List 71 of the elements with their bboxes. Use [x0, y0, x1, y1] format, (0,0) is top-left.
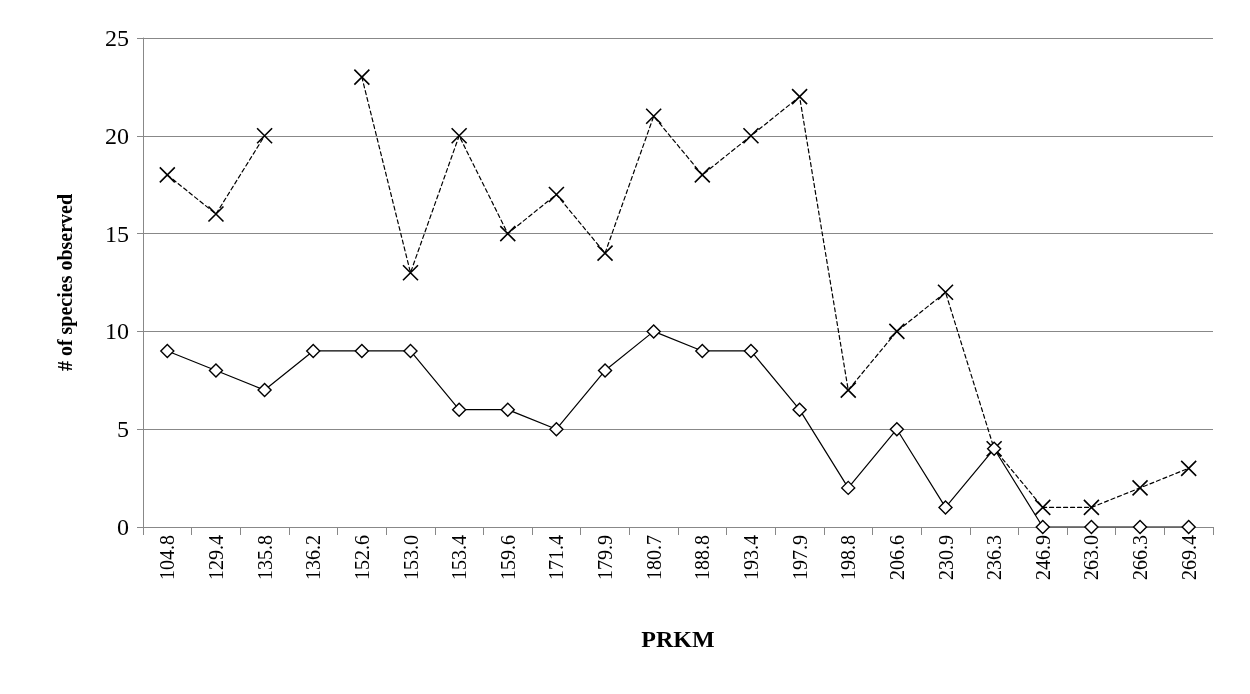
y-axis-title: # of species observed [54, 193, 77, 372]
point [1181, 519, 1196, 535]
y-tick-label: 25 [105, 25, 129, 51]
y-tick-label: 0 [117, 514, 129, 540]
point [353, 68, 371, 86]
point [646, 324, 661, 339]
point [743, 343, 759, 359]
point [841, 480, 856, 496]
x-axis-title: PRKM [641, 626, 715, 652]
point [742, 127, 760, 145]
point [839, 381, 857, 399]
x-tick-label: 263.0 [1080, 535, 1103, 580]
x-tick-label: 129.4 [204, 535, 227, 580]
point [645, 107, 662, 125]
x-tick-label: 197.9 [788, 535, 811, 580]
point [450, 127, 468, 145]
x-tick-label: 188.8 [691, 535, 714, 580]
x-tick-label: 266.3 [1129, 535, 1152, 580]
y-tick-label: 15 [105, 220, 129, 247]
point [1034, 499, 1052, 516]
x-tick-label: 153.0 [399, 535, 422, 580]
point [403, 343, 418, 359]
x-tick-label: 230.9 [934, 535, 957, 580]
point [1131, 479, 1149, 497]
point [1132, 519, 1148, 535]
point [208, 363, 224, 378]
x-tick-label: 198.8 [837, 535, 860, 580]
point [159, 166, 176, 184]
x-tick-label: 135.8 [253, 535, 276, 580]
x-tick-label: 104.8 [156, 535, 179, 580]
point [402, 264, 419, 282]
point [937, 283, 954, 301]
x-tick-label: 236.3 [983, 535, 1006, 580]
x-tick-label: 269.4 [1177, 535, 1200, 580]
y-tick-label: 5 [117, 416, 129, 443]
x-tick-label: 171.4 [545, 535, 568, 580]
point [500, 402, 515, 417]
point [791, 88, 808, 105]
point [695, 343, 710, 359]
point [207, 205, 225, 223]
point [256, 127, 273, 145]
point [1083, 499, 1100, 516]
point [160, 343, 175, 359]
point [694, 166, 711, 184]
point [888, 323, 906, 340]
point [499, 225, 517, 242]
x-tick-label: 179.9 [594, 535, 617, 580]
x-tick-label: 206.6 [885, 535, 908, 580]
point [1035, 519, 1050, 535]
x-tick-label: 180.7 [642, 535, 665, 580]
point [596, 244, 614, 262]
y-tick-label: 10 [105, 318, 129, 345]
point [257, 382, 272, 398]
point [451, 402, 467, 417]
point [938, 500, 953, 515]
point [1180, 460, 1197, 477]
point [548, 186, 565, 203]
x-tick-label: 153.4 [448, 535, 471, 580]
point [549, 422, 564, 437]
point [306, 343, 321, 359]
point [354, 343, 370, 359]
y-tick-label: 20 [105, 122, 129, 149]
point [597, 363, 613, 378]
x-tick-label: 159.6 [496, 535, 519, 580]
point [889, 422, 905, 437]
point [1084, 519, 1099, 535]
x-tick-label: 246.9 [1031, 535, 1054, 580]
x-tick-label: 193.4 [739, 535, 762, 580]
point [792, 402, 807, 417]
x-tick-label: 136.2 [302, 535, 325, 580]
x-tick-label: 152.6 [350, 535, 373, 580]
